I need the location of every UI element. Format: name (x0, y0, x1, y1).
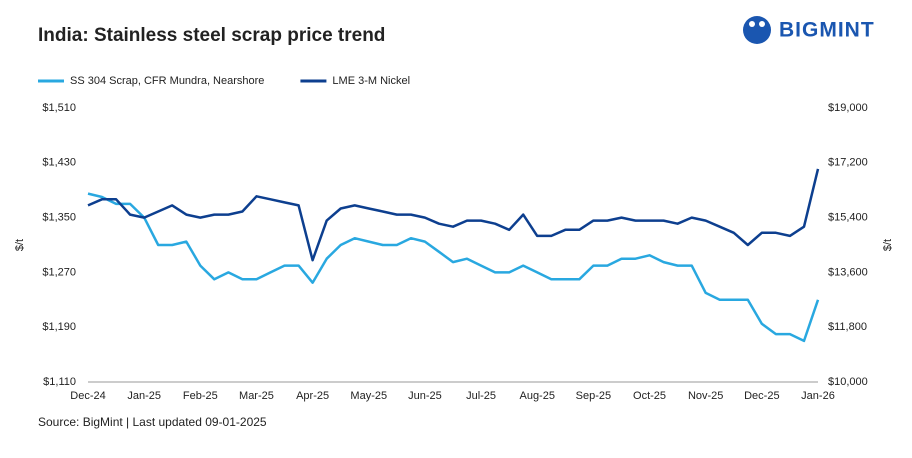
x-tick-label: Apr-25 (296, 390, 329, 402)
y2-tick-label: $11,800 (828, 321, 867, 333)
logo-icon (743, 16, 771, 44)
y-tick-label: $1,430 (42, 157, 76, 169)
brand-logo: BIGMINT (743, 16, 875, 44)
y2-tick-label: $19,000 (828, 102, 868, 114)
x-tick-label: Oct-25 (633, 390, 666, 402)
x-tick-label: May-25 (350, 390, 387, 402)
y-axis-label: $/t (14, 239, 26, 251)
y-tick-label: $1,270 (42, 266, 76, 278)
series-line (87, 168, 820, 262)
x-tick-label: Jun-25 (408, 390, 442, 402)
x-tick-label: Jul-25 (466, 390, 496, 402)
y2-axis-label: $/t (882, 239, 894, 251)
y-tick-label: $1,190 (42, 321, 76, 333)
y-tick-label: $1,110 (43, 376, 76, 388)
series-line (87, 192, 820, 343)
x-tick-label: Jan-26 (801, 390, 835, 402)
y2-tick-label: $13,600 (828, 266, 868, 278)
y-tick-label: $1,510 (42, 102, 76, 114)
x-tick-label: Jan-25 (127, 390, 161, 402)
x-tick-label: Dec-24 (70, 390, 105, 402)
logo-icon (749, 21, 755, 27)
x-tick-label: Mar-25 (239, 390, 274, 402)
x-tick-label: Nov-25 (688, 390, 723, 402)
y-tick-label: $1,350 (42, 212, 76, 224)
x-tick-label: Dec-25 (744, 390, 779, 402)
source-note: Source: BigMint | Last updated 09-01-202… (38, 415, 267, 429)
y2-tick-label: $10,000 (828, 376, 868, 388)
brand-name: BIGMINT (779, 19, 875, 42)
x-tick-label: Feb-25 (183, 390, 218, 402)
legend-label: SS 304 Scrap, CFR Mundra, Nearshore (70, 75, 264, 87)
logo-icon (759, 21, 765, 27)
x-tick-label: Sep-25 (576, 390, 611, 402)
x-tick-label: Aug-25 (519, 390, 554, 402)
y2-tick-label: $15,400 (828, 212, 868, 224)
y2-tick-label: $17,200 (828, 157, 868, 169)
legend-label: LME 3-M Nickel (332, 75, 410, 87)
chart-title: India: Stainless steel scrap price trend (38, 25, 385, 46)
